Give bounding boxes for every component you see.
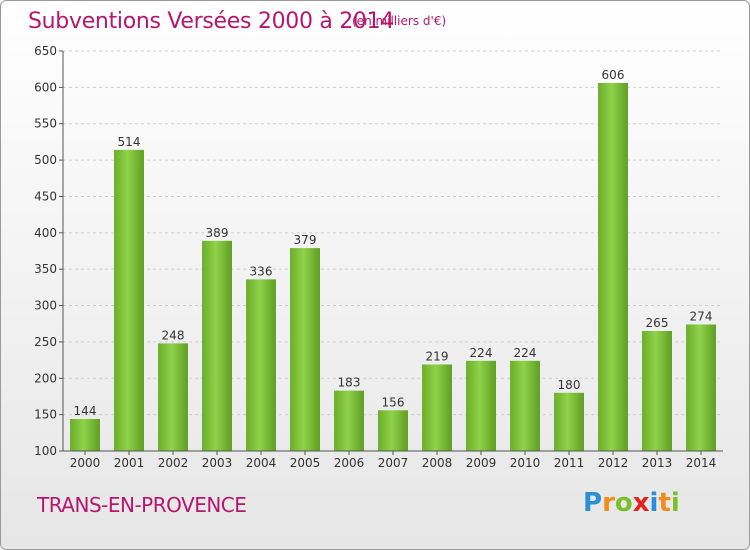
- x-tick-label: 2004: [246, 456, 277, 470]
- bar-2005: [290, 248, 320, 451]
- x-tick-label: 2001: [114, 456, 145, 470]
- bar-value-label: 219: [426, 349, 449, 363]
- bar-2011: [554, 392, 584, 451]
- y-tick-label: 550: [34, 117, 57, 131]
- bar-2007: [378, 410, 408, 451]
- y-tick-label: 100: [34, 444, 57, 458]
- bar-value-label: 265: [646, 316, 669, 330]
- bar-value-label: 379: [294, 233, 317, 247]
- proxiti-logo: Proxiti: [583, 488, 680, 518]
- bar-value-label: 180: [558, 378, 581, 392]
- x-tick-label: 2011: [554, 456, 585, 470]
- chart-title: Subventions Versées 2000 à 2014: [28, 9, 395, 34]
- x-tick-label: 2003: [202, 456, 233, 470]
- y-tick-label: 600: [34, 80, 57, 94]
- y-tick-label: 200: [34, 371, 57, 385]
- y-tick-label: 300: [34, 299, 57, 313]
- y-tick-label: 450: [34, 189, 57, 203]
- bar-2008: [422, 364, 452, 451]
- chart-subtitle: (en milliers d'€): [352, 14, 447, 28]
- bar-value-label: 389: [206, 226, 229, 240]
- bar-value-label: 336: [250, 264, 273, 278]
- x-tick-label: 2007: [378, 456, 409, 470]
- axes: 100 150 200 250 300 350 400 450 500 550 600 650 2000…: [34, 44, 723, 470]
- y-tick-label: 350: [34, 262, 57, 276]
- bar-2009: [466, 360, 496, 451]
- logo-letter: i: [649, 488, 659, 518]
- x-tick-label: 2012: [598, 456, 629, 470]
- y-tick-label: 400: [34, 226, 57, 240]
- x-tick-label: 2010: [510, 456, 541, 470]
- x-tick-label: 2005: [290, 456, 321, 470]
- bar-2014: [686, 324, 716, 451]
- y-tick-label: 150: [34, 408, 57, 422]
- bar-value-label: 514: [118, 135, 141, 149]
- bar-2012: [598, 83, 628, 451]
- logo-letter: i: [670, 488, 680, 518]
- bar-2002: [158, 343, 188, 451]
- x-tick-label: 2013: [642, 456, 673, 470]
- logo-letter: o: [614, 488, 633, 518]
- bar-value-label: 224: [470, 346, 493, 360]
- bar-2001: [114, 149, 144, 451]
- logo-letter: r: [602, 488, 615, 518]
- x-tick-label: 2009: [466, 456, 497, 470]
- logo-letter: P: [583, 488, 603, 518]
- bar-value-label: 156: [382, 395, 405, 409]
- bar-2006: [334, 390, 364, 451]
- x-tick-label: 2014: [686, 456, 717, 470]
- bar-2010: [510, 360, 540, 451]
- bar-value-label: 144: [74, 404, 97, 418]
- bar-2004: [246, 279, 276, 451]
- bars: 144 514 248 389 336 379 183 156 219 224 224 180 606 2…: [70, 68, 716, 451]
- x-tick-label: 2006: [334, 456, 365, 470]
- bar-value-label: 274: [690, 309, 713, 323]
- y-tick-label: 500: [34, 153, 57, 167]
- bar-value-label: 224: [514, 346, 537, 360]
- bar-value-label: 183: [338, 376, 361, 390]
- x-tick-label: 2008: [422, 456, 453, 470]
- place-name: TRANS-EN-PROVENCE: [37, 493, 247, 517]
- x-tick-label: 2002: [158, 456, 189, 470]
- y-tick-label: 250: [34, 335, 57, 349]
- x-tick-label: 2000: [70, 456, 101, 470]
- bar-value-label: 606: [602, 68, 625, 82]
- bar-value-label: 248: [162, 328, 185, 342]
- y-tick-label: 650: [34, 44, 57, 58]
- logo-letter: x: [632, 488, 650, 518]
- bar-2013: [642, 331, 672, 451]
- logo-letter: t: [658, 488, 671, 518]
- bar-2003: [202, 240, 232, 451]
- bar-2000: [70, 419, 100, 451]
